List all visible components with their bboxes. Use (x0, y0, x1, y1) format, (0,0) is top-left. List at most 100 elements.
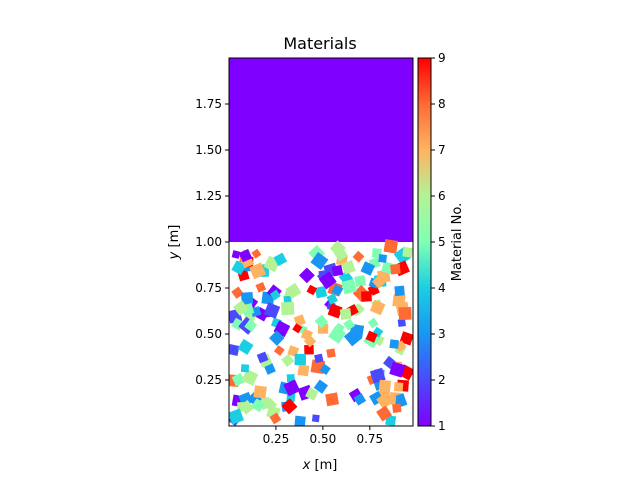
grain (269, 412, 282, 425)
grain (298, 267, 315, 284)
grain (360, 290, 372, 302)
grain (304, 344, 314, 355)
grain (339, 308, 352, 320)
colorbar-axis: 1 2 3 4 5 6 7 8 9 (431, 51, 446, 433)
grain (251, 248, 262, 259)
grain (341, 278, 357, 295)
x-axis-label: x [m] (302, 458, 338, 473)
top-layer-material (229, 58, 413, 242)
grain (305, 387, 319, 401)
grain (353, 392, 367, 406)
colorbar-label: Material No. (450, 203, 465, 282)
y-tick-label: 0.75 (195, 281, 222, 295)
grain (399, 331, 413, 346)
grain (240, 291, 254, 305)
grain (264, 363, 276, 375)
grain (343, 318, 355, 331)
y-tick-label: 1.25 (195, 189, 222, 203)
grain (281, 398, 298, 415)
grain (241, 369, 259, 386)
grain (333, 322, 345, 334)
grain (327, 303, 343, 319)
grain (253, 385, 267, 399)
grain (354, 275, 367, 288)
grain (273, 345, 285, 356)
grain (360, 261, 376, 276)
grain (392, 403, 402, 413)
grain (369, 299, 386, 316)
grain (376, 405, 393, 422)
y-axis: 0.25 0.50 0.75 1.00 1.25 1.50 1.75 (195, 97, 229, 387)
y-axis-label-unit: [m] (167, 225, 182, 252)
grain (306, 284, 318, 296)
y-axis-label: y [m] (167, 225, 182, 261)
grain (389, 339, 400, 349)
grain (378, 253, 388, 263)
grain (331, 284, 344, 297)
grain (273, 252, 288, 267)
grain (256, 351, 269, 364)
colorbar-tick-label: 3 (438, 327, 446, 341)
y-tick-label: 0.50 (195, 327, 222, 341)
grain (237, 338, 254, 355)
grain (352, 250, 365, 263)
grain (283, 379, 301, 397)
grain (398, 306, 412, 321)
colorbar-tick-label: 8 (438, 97, 446, 111)
grain (251, 398, 266, 413)
grain (280, 301, 295, 316)
grain (390, 263, 401, 275)
x-tick-label: 0.25 (263, 432, 290, 446)
grain (393, 382, 404, 392)
colorbar-tick-label: 2 (438, 373, 446, 387)
grain (281, 353, 295, 367)
grain (294, 353, 307, 366)
chart-title: Materials (283, 34, 356, 53)
colorbar (417, 57, 432, 427)
grain (231, 250, 241, 259)
grain (255, 281, 267, 293)
grain (231, 260, 247, 276)
plot-area (229, 58, 413, 426)
grain (369, 367, 386, 384)
grain (314, 285, 328, 299)
y-tick-label: 1.00 (195, 235, 222, 249)
colorbar-tick-label: 4 (438, 281, 446, 295)
grain (292, 323, 303, 334)
grain (249, 262, 267, 280)
grain (303, 334, 317, 348)
grain (269, 330, 285, 346)
grain (229, 408, 244, 425)
grain (386, 395, 397, 405)
grain (314, 353, 324, 364)
grain (389, 361, 406, 378)
grain-layer (229, 239, 413, 426)
grain (378, 379, 392, 393)
grain (269, 289, 281, 301)
colorbar-tick-label: 6 (438, 189, 446, 203)
grain (229, 343, 240, 357)
colorbar-tick-label: 7 (438, 143, 446, 157)
x-tick-label: 0.75 (356, 432, 383, 446)
grain (250, 306, 262, 318)
grain (365, 330, 378, 343)
grain (341, 260, 356, 275)
colorbar-tick-label: 1 (438, 419, 446, 433)
grain (333, 246, 349, 262)
grain (402, 246, 413, 258)
grain (233, 300, 249, 316)
grain (318, 271, 337, 290)
grain (343, 328, 363, 347)
grain (286, 374, 295, 383)
grain (326, 348, 336, 358)
x-axis: 0.25 0.50 0.75 (263, 426, 383, 446)
x-axis-label-var: x (302, 458, 311, 473)
y-tick-label: 0.25 (195, 373, 222, 387)
grain (394, 285, 405, 297)
grain (283, 295, 292, 304)
x-axis-label-unit: [m] (310, 458, 337, 473)
grain (263, 302, 281, 319)
y-tick-label: 1.50 (195, 143, 222, 157)
grain (367, 317, 379, 329)
